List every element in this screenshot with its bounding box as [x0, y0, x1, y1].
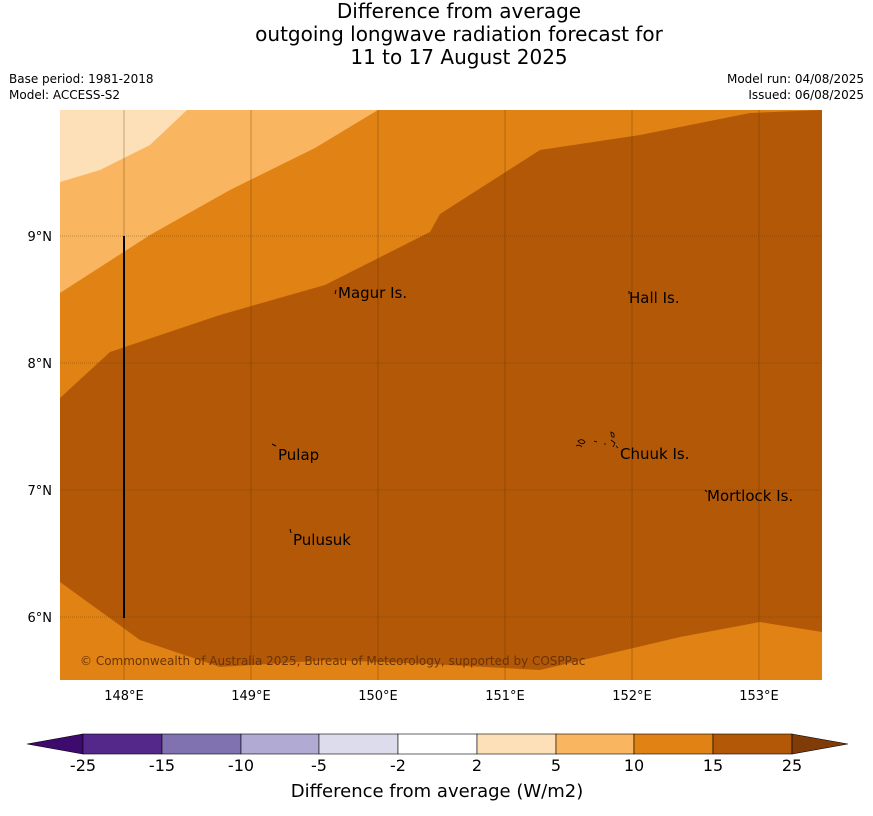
island-markers — [271, 289, 708, 534]
lat-label-6: 6°N — [28, 611, 53, 626]
colorbar-label-10: 10 — [623, 756, 645, 775]
colorbar-label-25: 25 — [781, 756, 803, 775]
island-pulap — [271, 443, 277, 447]
colorbar-label-neg25: -25 — [69, 756, 97, 775]
lon-label-148: 148°E — [104, 689, 144, 704]
colorbar-label-neg15: -15 — [148, 756, 176, 775]
colorbar-extend-low — [26, 733, 84, 755]
colorbar-bin-7 — [555, 733, 635, 755]
gridlines — [60, 110, 822, 680]
lon-label-150: 150°E — [358, 689, 398, 704]
colorbar-bin-1 — [82, 733, 163, 755]
island-magur — [334, 289, 337, 295]
label-magur: Magur Is. — [338, 284, 407, 302]
colorbar-extend-high — [791, 733, 849, 755]
lat-label-9: 9°N — [28, 230, 53, 245]
label-hall: Hall Is. — [629, 289, 680, 307]
copyright-notice: © Commonwealth of Australia 2025, Bureau… — [80, 654, 585, 668]
band-15-25 — [60, 110, 822, 670]
lat-label-7: 7°N — [28, 484, 53, 499]
title-line-2: outgoing longwave radiation forecast for — [255, 22, 663, 46]
label-pulap: Pulap — [278, 446, 319, 464]
colorbar-bin-9 — [712, 733, 793, 755]
label-mortlock: Mortlock Is. — [707, 487, 793, 505]
base-period-info: Base period: 1981-2018 Model: ACCESS-S2 — [9, 71, 154, 103]
colorbar-bin-3 — [240, 733, 320, 755]
colorbar-title: Difference from average (W/m2) — [290, 781, 584, 802]
colorbar-label-15: 15 — [702, 756, 724, 775]
colorbar-bin-2 — [161, 733, 242, 755]
chuuk-lagoon-islands — [575, 431, 619, 449]
label-pulusuk: Pulusuk — [293, 531, 351, 549]
lon-label-149: 149°E — [231, 689, 271, 704]
colorbar-label-2: 2 — [471, 756, 483, 775]
issued-date: Issued: 06/08/2025 — [748, 88, 864, 102]
colorbar-bin-6 — [476, 733, 557, 755]
colorbar-label-neg2: -2 — [390, 756, 406, 775]
colorbar-bin-8 — [633, 733, 714, 755]
map-title: Difference from average outgoing longwav… — [0, 0, 873, 69]
colorbar-bin-5 — [397, 733, 478, 755]
band-2-5 — [60, 110, 187, 182]
run-info: Model run: 04/08/2025 Issued: 06/08/2025 — [727, 71, 864, 103]
anomaly-field — [60, 110, 822, 680]
colorbar-label-neg10: -10 — [227, 756, 255, 775]
model-run-date: Model run: 04/08/2025 — [726, 72, 864, 86]
lon-label-153: 153°E — [739, 689, 779, 704]
model-name: Model: ACCESS-S2 — [9, 88, 121, 102]
axis-labels: 148°E 149°E 150°E 151°E 152°E 153°E 9°N … — [28, 230, 779, 704]
island-mortlock — [704, 489, 708, 493]
colorbar-bin-4 — [318, 733, 399, 755]
band-5-10 — [60, 110, 378, 293]
title-line-1: Difference from average — [336, 0, 582, 23]
colorbar — [26, 733, 849, 755]
title-line-3: 11 to 17 August 2025 — [350, 45, 568, 69]
place-labels: Magur Is. Hall Is. Pulap Chuuk Is. Mortl… — [278, 284, 793, 549]
island-pulusuk — [289, 528, 292, 534]
colorbar-label-5: 5 — [550, 756, 562, 775]
base-period: Base period: 1981-2018 — [9, 72, 154, 86]
colorbar-label-neg5: -5 — [311, 756, 327, 775]
lon-label-151: 151°E — [485, 689, 525, 704]
lon-label-152: 152°E — [612, 689, 652, 704]
lat-label-8: 8°N — [28, 357, 53, 372]
label-chuuk: Chuuk Is. — [620, 445, 689, 463]
